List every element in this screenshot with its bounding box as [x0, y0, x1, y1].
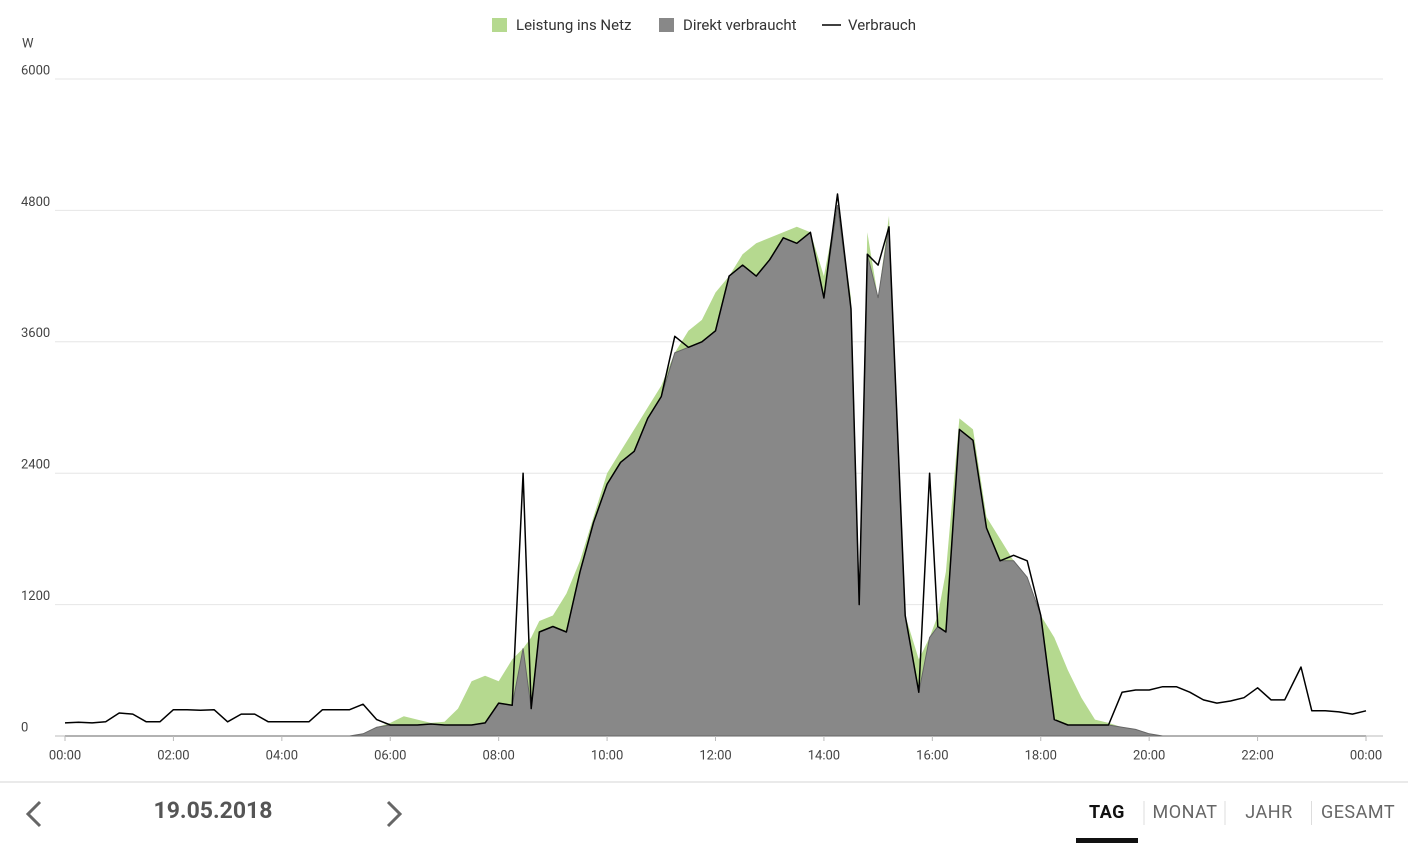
x-tick-label: 10:00: [591, 748, 623, 763]
next-day-arrow[interactable]: [386, 800, 403, 828]
prev-day-arrow[interactable]: [25, 800, 42, 828]
y-tick-label: 1200: [21, 589, 50, 604]
x-tick-label: 04:00: [266, 748, 298, 763]
y-tick-label: 6000: [21, 63, 50, 78]
date-label: 19.05.2018: [154, 797, 273, 824]
x-tick-label: 22:00: [1241, 748, 1273, 763]
tab[interactable]: TAG: [1089, 802, 1125, 823]
legend-label: Leistung ins Netz: [516, 16, 631, 34]
x-tick-label: 08:00: [482, 748, 514, 763]
y-tick-label: 2400: [21, 458, 50, 473]
x-tick-label: 18:00: [1025, 748, 1057, 763]
y-tick-label: 3600: [21, 326, 50, 341]
tab-underline: [1076, 838, 1138, 843]
x-tick-label: 00:00: [49, 748, 81, 763]
x-tick-label: 00:00: [1350, 748, 1382, 763]
x-tick-label: 20:00: [1133, 748, 1165, 763]
y-tick-label: 4800: [21, 195, 50, 210]
x-tick-label: 16:00: [916, 748, 948, 763]
legend-swatch: [659, 18, 674, 32]
x-tick-label: 14:00: [808, 748, 840, 763]
x-tick-label: 02:00: [157, 748, 189, 763]
y-axis-unit: W: [22, 36, 34, 51]
x-tick-label: 12:00: [699, 748, 731, 763]
area: [65, 204, 1366, 737]
line: [64, 193, 1367, 726]
tab[interactable]: JAHR: [1245, 802, 1292, 823]
tab[interactable]: GESAMT: [1321, 802, 1395, 823]
legend-swatch: [492, 18, 507, 32]
tab[interactable]: MONAT: [1153, 802, 1218, 823]
y-tick-label: 0: [21, 720, 28, 735]
x-tick-label: 06:00: [374, 748, 406, 763]
legend-label: Verbrauch: [848, 16, 916, 34]
legend-label: Direkt verbraucht: [683, 16, 797, 34]
